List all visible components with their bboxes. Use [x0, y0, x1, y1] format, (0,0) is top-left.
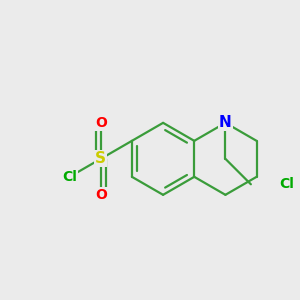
- Text: O: O: [95, 116, 107, 130]
- Text: Cl: Cl: [279, 177, 294, 191]
- Text: N: N: [219, 115, 232, 130]
- Text: Cl: Cl: [62, 170, 77, 184]
- Text: S: S: [95, 151, 106, 166]
- Text: O: O: [95, 188, 107, 202]
